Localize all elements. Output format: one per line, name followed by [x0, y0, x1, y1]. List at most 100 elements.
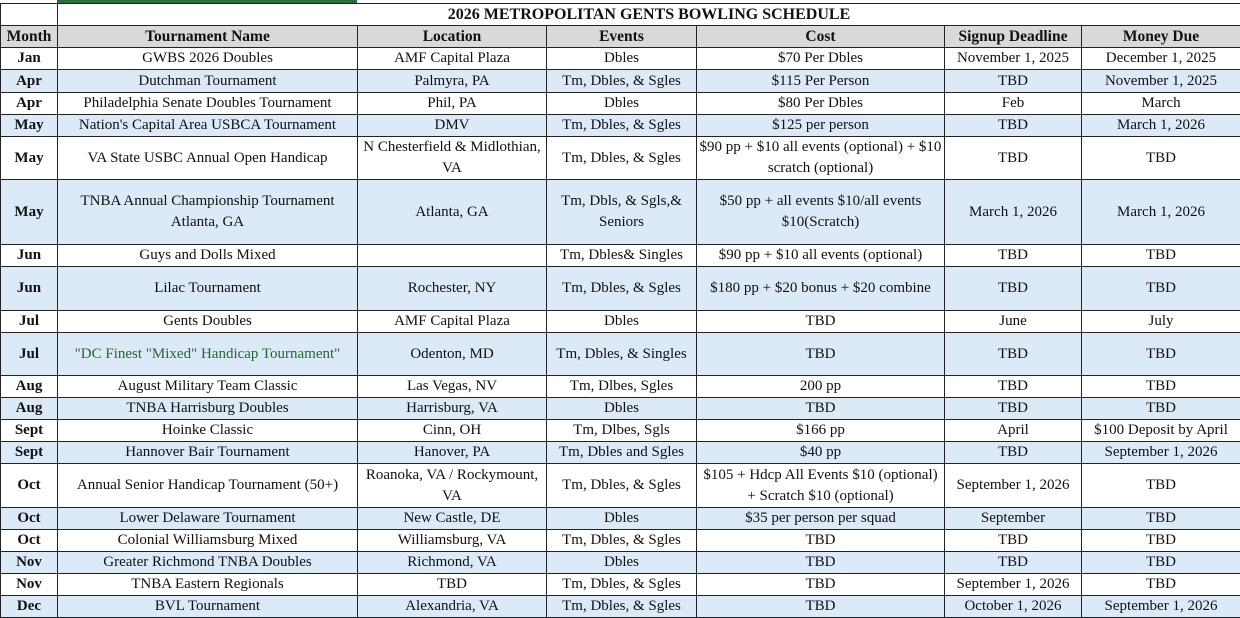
cell-month: Oct [1, 464, 58, 508]
cell-cost: TBD [697, 311, 945, 333]
cell-events: Tm, Dbles& Singles [547, 245, 697, 267]
column-header-location: Location [358, 26, 547, 48]
cell-month: Oct [1, 530, 58, 552]
cell-events: Tm, Dlbes, Sgls [547, 420, 697, 442]
cell-events: Dbles [547, 508, 697, 530]
cell-money-due: December 1, 2025 [1082, 48, 1240, 70]
cell-signup-deadline: TBD [945, 552, 1082, 574]
cell-tournament-name: VA State USBC Annual Open Handicap [58, 137, 358, 180]
cell-money-due: March [1082, 93, 1240, 115]
cell-signup-deadline: TBD [945, 530, 1082, 552]
column-header-money-due: Money Due [1082, 26, 1240, 48]
cell-tournament-name: "DC Finest "Mixed" Handicap Tournament" [58, 333, 358, 376]
cell-cost: $90 pp + $10 all events (optional) + $10… [697, 137, 945, 180]
cell-month: Jan [1, 48, 58, 70]
cell-location: Richmond, VA [358, 552, 547, 574]
cell-events: Tm, Dbles, & Sgles [547, 137, 697, 180]
cell-signup-deadline: TBD [945, 376, 1082, 398]
cell-cost: TBD [697, 596, 945, 618]
cell-money-due: TBD [1082, 464, 1240, 508]
cell-cost: $40 pp [697, 442, 945, 464]
cell-events: Tm, Dbles, & Singles [547, 333, 697, 376]
cell-month: Aug [1, 398, 58, 420]
cell-tournament-name: Annual Senior Handicap Tournament (50+) [58, 464, 358, 508]
cell-signup-deadline: TBD [945, 70, 1082, 93]
cell-location: AMF Capital Plaza [358, 48, 547, 70]
cell-month: Jul [1, 333, 58, 376]
cell-cost: TBD [697, 333, 945, 376]
cell-money-due: TBD [1082, 267, 1240, 311]
cell-events: Tm, Dbles, & Sgles [547, 574, 697, 596]
cell-month: Aug [1, 376, 58, 398]
cell-cost: $115 Per Person [697, 70, 945, 93]
cell-money-due: November 1, 2025 [1082, 70, 1240, 93]
cell-location: N Chesterfield & Midlothian, VA [358, 137, 547, 180]
cell-signup-deadline: March 1, 2026 [945, 180, 1082, 245]
cell-signup-deadline: June [945, 311, 1082, 333]
cell-money-due: TBD [1082, 376, 1240, 398]
cell-cost: TBD [697, 530, 945, 552]
cell-events: Tm, Dbls, & Sgls,& Seniors [547, 180, 697, 245]
cell-cost: TBD [697, 398, 945, 420]
cell-tournament-name: Colonial Williamsburg Mixed [58, 530, 358, 552]
cell-events: Dbles [547, 311, 697, 333]
cell-signup-deadline: TBD [945, 398, 1082, 420]
cell-month: Nov [1, 552, 58, 574]
cell-month: Nov [1, 574, 58, 596]
cell-money-due: TBD [1082, 398, 1240, 420]
column-header-events: Events [547, 26, 697, 48]
cell-money-due: TBD [1082, 574, 1240, 596]
cell-tournament-name: Greater Richmond TNBA Doubles [58, 552, 358, 574]
cell-events: Dbles [547, 552, 697, 574]
cell-events: Tm, Dbles, & Sgles [547, 115, 697, 137]
cell-events: Tm, Dbles and Sgles [547, 442, 697, 464]
cell-month: May [1, 137, 58, 180]
cell-signup-deadline: TBD [945, 245, 1082, 267]
column-header-month: Month [1, 26, 58, 48]
column-header-cost: Cost [697, 26, 945, 48]
cell-location: Odenton, MD [358, 333, 547, 376]
cell-location: Rochester, NY [358, 267, 547, 311]
schedule-title: 2026 METROPOLITAN GENTS BOWLING SCHEDULE [58, 4, 1240, 26]
cell-events: Tm, Dbles, & Sgles [547, 464, 697, 508]
cell-money-due: TBD [1082, 508, 1240, 530]
cell-events: Tm, Dbles, & Sgles [547, 530, 697, 552]
cell-tournament-name: Gents Doubles [58, 311, 358, 333]
cell-tournament-name: August Military Team Classic [58, 376, 358, 398]
cell-signup-deadline: TBD [945, 333, 1082, 376]
cell-signup-deadline: TBD [945, 137, 1082, 180]
cell-month: Apr [1, 70, 58, 93]
cell-tournament-name: Nation's Capital Area USBCA Tournament [58, 115, 358, 137]
cell-signup-deadline: September 1, 2026 [945, 464, 1082, 508]
cell-tournament-name: Lilac Tournament [58, 267, 358, 311]
cell-cost: 200 pp [697, 376, 945, 398]
cell-month: Sept [1, 442, 58, 464]
cell-signup-deadline: TBD [945, 115, 1082, 137]
cell-location: Williamsburg, VA [358, 530, 547, 552]
cell-location: Palmyra, PA [358, 70, 547, 93]
cell-month: Sept [1, 420, 58, 442]
cell-signup-deadline: October 1, 2026 [945, 596, 1082, 618]
cell-tournament-name: Philadelphia Senate Doubles Tournament [58, 93, 358, 115]
cell-signup-deadline: TBD [945, 442, 1082, 464]
cell-events: Tm, Dbles, & Sgles [547, 267, 697, 311]
cell-month: Jun [1, 245, 58, 267]
cell-events: Tm, Dbles, & Sgles [547, 70, 697, 93]
cell-money-due: TBD [1082, 530, 1240, 552]
cell-money-due: March 1, 2026 [1082, 115, 1240, 137]
cell-location: AMF Capital Plaza [358, 311, 547, 333]
cell-money-due: July [1082, 311, 1240, 333]
